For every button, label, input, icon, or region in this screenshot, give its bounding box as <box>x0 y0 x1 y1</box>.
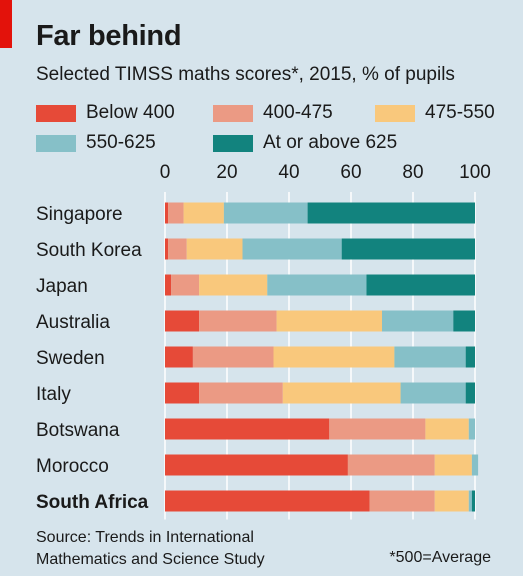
bar-segment <box>400 382 466 404</box>
bar-segment <box>199 274 268 296</box>
bar-segment <box>168 202 184 224</box>
bar-segment <box>282 382 401 404</box>
legend-swatch <box>375 104 415 122</box>
bar-segment <box>199 382 283 404</box>
bar-segment <box>192 346 274 368</box>
bar-segment <box>347 454 435 476</box>
bar-segment <box>267 274 367 296</box>
legend-swatch <box>36 134 76 152</box>
legend-label: At or above 625 <box>263 132 398 153</box>
category-label: South Korea <box>36 240 142 261</box>
source-line-1: Source: Trends in International <box>36 529 254 546</box>
bar-segment <box>242 238 342 260</box>
bar-segment <box>382 310 454 332</box>
legend-item-400-475: 400-475 <box>213 101 333 125</box>
bar-segment <box>165 490 370 512</box>
bar-segment <box>468 418 475 440</box>
source-line-2: Mathematics and Science Study <box>36 551 265 568</box>
category-label: Sweden <box>36 348 105 369</box>
bar-segment <box>465 382 475 404</box>
category-label: Botswana <box>36 420 120 441</box>
legend-swatch <box>36 104 76 122</box>
x-tick-label: 20 <box>216 162 237 183</box>
bar-segment <box>199 310 277 332</box>
x-tick-label: 60 <box>340 162 361 183</box>
bar-segment <box>183 202 224 224</box>
bar-segment <box>223 202 308 224</box>
bar-segment <box>394 346 466 368</box>
bar-segment <box>165 382 200 404</box>
legend-label: 475-550 <box>425 102 495 123</box>
x-tick-label: 0 <box>160 162 171 183</box>
bar-segment <box>366 274 475 296</box>
x-tick-label: 100 <box>459 162 491 183</box>
legend-label: Below 400 <box>86 102 175 123</box>
bar-segment <box>369 490 435 512</box>
bar-segment <box>329 418 426 440</box>
x-tick-label: 40 <box>278 162 299 183</box>
bar-segment <box>471 490 475 512</box>
footnote: *500=Average <box>389 549 491 566</box>
category-label: South Africa <box>36 492 149 513</box>
bar-segment <box>465 346 475 368</box>
bar-segment <box>165 346 193 368</box>
source-note: Source: Trends in International Mathemat… <box>36 527 265 571</box>
category-label: Japan <box>36 276 88 297</box>
legend-item-550-625: 550-625 <box>36 131 156 155</box>
category-label: Italy <box>36 384 71 405</box>
bar-segment <box>341 238 475 260</box>
x-tick-label: 80 <box>402 162 423 183</box>
bar-segment <box>165 274 172 296</box>
legend-item-475-550: 475-550 <box>375 101 495 125</box>
bar-segment <box>273 346 395 368</box>
chart-subtitle: Selected TIMSS maths scores*, 2015, % of… <box>36 64 455 85</box>
bar-segment <box>307 202 475 224</box>
category-label: Singapore <box>36 204 123 225</box>
bar-segment <box>471 454 479 476</box>
brand-tab <box>0 0 12 48</box>
bar-segment <box>165 454 348 476</box>
category-label: Australia <box>36 312 110 333</box>
bar-segment <box>453 310 475 332</box>
bar-segment <box>165 202 169 224</box>
chart-title: Far behind <box>36 20 182 52</box>
bar-segment <box>168 238 187 260</box>
legend-item-625-plus: At or above 625 <box>213 131 397 155</box>
category-label: Morocco <box>36 456 109 477</box>
legend-label: 400-475 <box>263 102 333 123</box>
bar-segment <box>165 418 330 440</box>
bar-segment <box>276 310 382 332</box>
legend-swatch <box>213 104 253 122</box>
legend-swatch <box>213 134 253 152</box>
bar-segment <box>165 310 200 332</box>
bar-segment <box>434 490 469 512</box>
legend-label: 550-625 <box>86 132 156 153</box>
legend-item-below-400: Below 400 <box>36 101 175 125</box>
bar-segment <box>468 490 472 512</box>
stacked-bar-chart: 0 20 40 60 80 100 Singapore South Korea Japan Aus… <box>36 162 491 520</box>
bar-segment <box>165 238 169 260</box>
bar-segment <box>425 418 469 440</box>
bar-segment <box>186 238 243 260</box>
bar-segment <box>171 274 200 296</box>
bar-segment <box>434 454 472 476</box>
